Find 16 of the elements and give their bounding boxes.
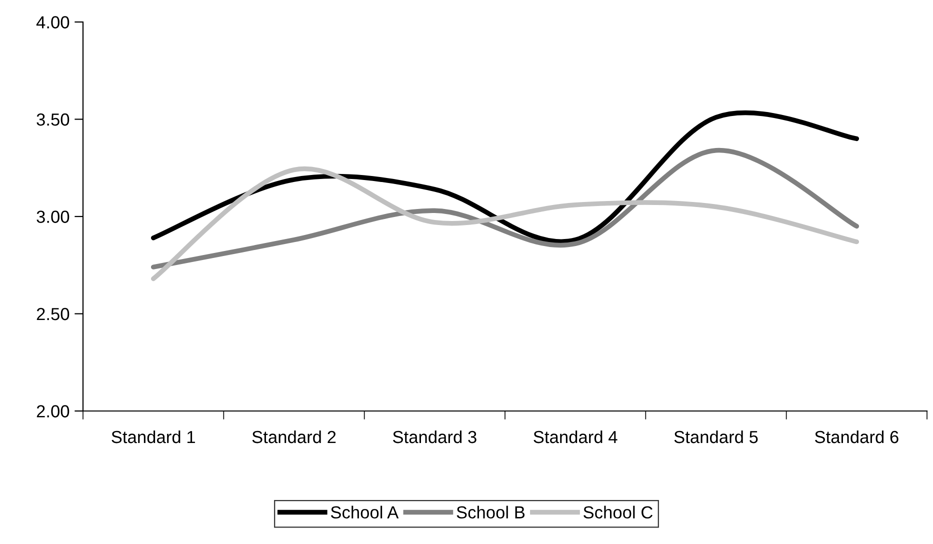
- x-tick-label: Standard 6: [814, 430, 898, 444]
- line-series: [150, 166, 860, 282]
- legend-label: School C: [584, 506, 653, 519]
- x-tick-label: Standard 2: [252, 430, 336, 444]
- x-tick-label: Standard 5: [674, 430, 758, 444]
- legend-label: School B: [456, 506, 525, 519]
- line-series: [150, 148, 860, 270]
- legend-label: School A: [330, 506, 399, 519]
- y-tick-label: 3.00: [36, 210, 70, 223]
- y-tick-label: 4.00: [36, 16, 70, 28]
- x-tick-label: Standard 3: [392, 430, 476, 444]
- y-tick-label: 3.50: [36, 113, 70, 126]
- y-tick-label: 2.00: [36, 405, 70, 418]
- y-tick-label: 2.50: [36, 308, 70, 320]
- x-tick-label: Standard 1: [112, 430, 195, 444]
- x-tick-label: Standard 4: [534, 430, 618, 444]
